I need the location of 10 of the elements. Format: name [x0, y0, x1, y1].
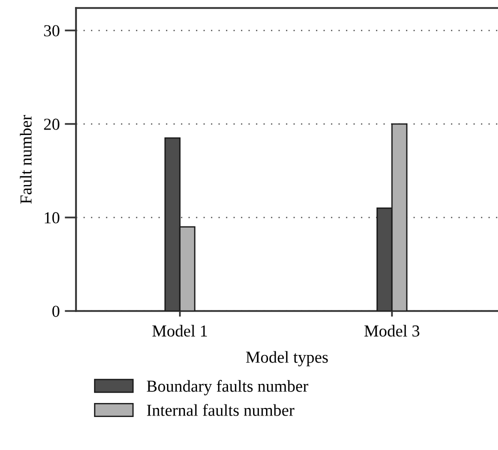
y-tick-label: 30 [44, 25, 60, 36]
y-tick-label: 10 [44, 212, 60, 224]
legend-label: Boundary faults number [146, 380, 308, 396]
y-axis-title: Fault number [20, 114, 32, 204]
y-tick-label: 0 [52, 306, 60, 317]
x-tick-label: Model 1 [152, 324, 207, 337]
x-tick-label: Model 3 [364, 324, 420, 337]
y-tick-label: 20 [44, 118, 60, 130]
legend-label: Internal faults number [146, 404, 294, 416]
x-axis-title: Model types [246, 351, 328, 366]
